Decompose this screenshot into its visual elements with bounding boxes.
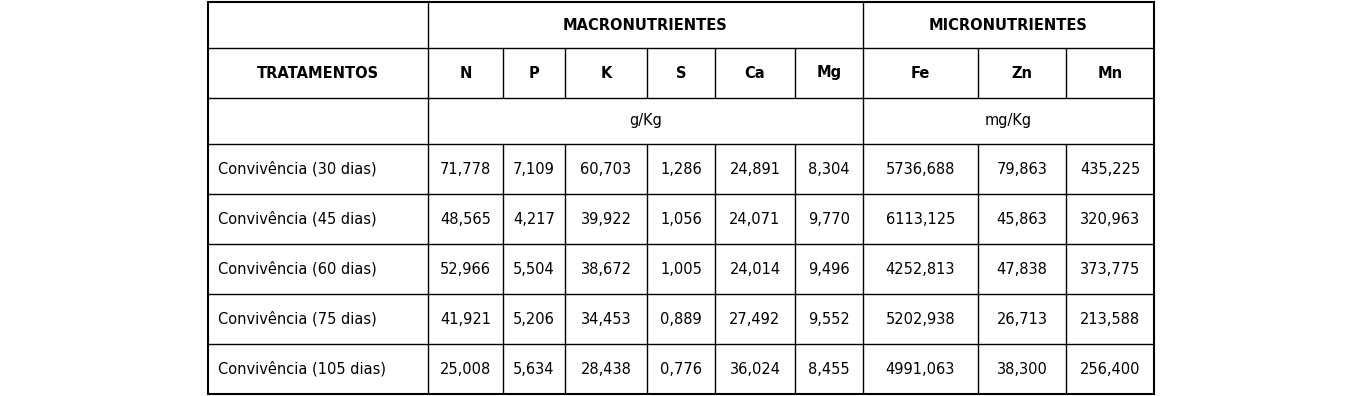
Text: 320,963: 320,963 <box>1080 211 1140 227</box>
Bar <box>208 2 1154 394</box>
Text: 435,225: 435,225 <box>1080 162 1140 177</box>
Text: 4252,813: 4252,813 <box>885 261 955 276</box>
Text: 6113,125: 6113,125 <box>885 211 955 227</box>
Text: 38,300: 38,300 <box>997 362 1047 377</box>
Text: 71,778: 71,778 <box>440 162 492 177</box>
Text: 1,056: 1,056 <box>661 211 701 227</box>
Text: 52,966: 52,966 <box>440 261 490 276</box>
Text: 25,008: 25,008 <box>440 362 492 377</box>
Text: 36,024: 36,024 <box>730 362 780 377</box>
Text: 24,071: 24,071 <box>730 211 780 227</box>
Text: 8,455: 8,455 <box>808 362 850 377</box>
Text: Convivência (30 dias): Convivência (30 dias) <box>218 161 377 177</box>
Text: 5736,688: 5736,688 <box>885 162 955 177</box>
Text: 0,776: 0,776 <box>661 362 701 377</box>
Text: Fe: Fe <box>911 65 930 80</box>
Text: Convivência (75 dias): Convivência (75 dias) <box>218 311 377 327</box>
Text: N: N <box>459 65 471 80</box>
Text: 24,891: 24,891 <box>730 162 780 177</box>
Text: 213,588: 213,588 <box>1080 312 1140 326</box>
Text: 0,889: 0,889 <box>661 312 701 326</box>
Text: 47,838: 47,838 <box>997 261 1047 276</box>
Text: 27,492: 27,492 <box>730 312 780 326</box>
Text: 34,453: 34,453 <box>580 312 632 326</box>
Text: 48,565: 48,565 <box>440 211 490 227</box>
Text: S: S <box>676 65 686 80</box>
Text: 4991,063: 4991,063 <box>885 362 955 377</box>
Text: 1,286: 1,286 <box>661 162 701 177</box>
Text: 7,109: 7,109 <box>513 162 554 177</box>
Text: 24,014: 24,014 <box>730 261 780 276</box>
Text: 9,552: 9,552 <box>808 312 850 326</box>
Text: g/Kg: g/Kg <box>629 114 662 128</box>
Text: Convivência (45 dias): Convivência (45 dias) <box>218 211 377 227</box>
Text: MICRONUTRIENTES: MICRONUTRIENTES <box>929 17 1088 32</box>
Text: TRATAMENTOS: TRATAMENTOS <box>257 65 379 80</box>
Text: 5202,938: 5202,938 <box>885 312 955 326</box>
Text: P: P <box>528 65 539 80</box>
Text: 373,775: 373,775 <box>1080 261 1140 276</box>
Text: 28,438: 28,438 <box>580 362 632 377</box>
Text: 41,921: 41,921 <box>440 312 490 326</box>
Text: Ca: Ca <box>745 65 765 80</box>
Text: 9,496: 9,496 <box>808 261 850 276</box>
Text: 8,304: 8,304 <box>808 162 850 177</box>
Text: 5,634: 5,634 <box>513 362 554 377</box>
Text: 45,863: 45,863 <box>997 211 1047 227</box>
Text: 26,713: 26,713 <box>997 312 1047 326</box>
Text: 60,703: 60,703 <box>580 162 632 177</box>
Text: Mn: Mn <box>1098 65 1122 80</box>
Text: 256,400: 256,400 <box>1080 362 1140 377</box>
Text: 9,770: 9,770 <box>808 211 850 227</box>
Text: 38,672: 38,672 <box>580 261 632 276</box>
Text: 39,922: 39,922 <box>580 211 632 227</box>
Text: 5,504: 5,504 <box>513 261 554 276</box>
Text: Mg: Mg <box>816 65 842 80</box>
Text: K: K <box>601 65 612 80</box>
Text: 5,206: 5,206 <box>513 312 554 326</box>
Text: Convivência (60 dias): Convivência (60 dias) <box>218 261 377 277</box>
Text: MACRONUTRIENTES: MACRONUTRIENTES <box>563 17 727 32</box>
Text: Convivência (105 dias): Convivência (105 dias) <box>218 361 385 377</box>
Text: 1,005: 1,005 <box>661 261 701 276</box>
Text: 4,217: 4,217 <box>513 211 554 227</box>
Text: mg/Kg: mg/Kg <box>985 114 1032 128</box>
Text: Zn: Zn <box>1012 65 1032 80</box>
Text: 79,863: 79,863 <box>997 162 1047 177</box>
